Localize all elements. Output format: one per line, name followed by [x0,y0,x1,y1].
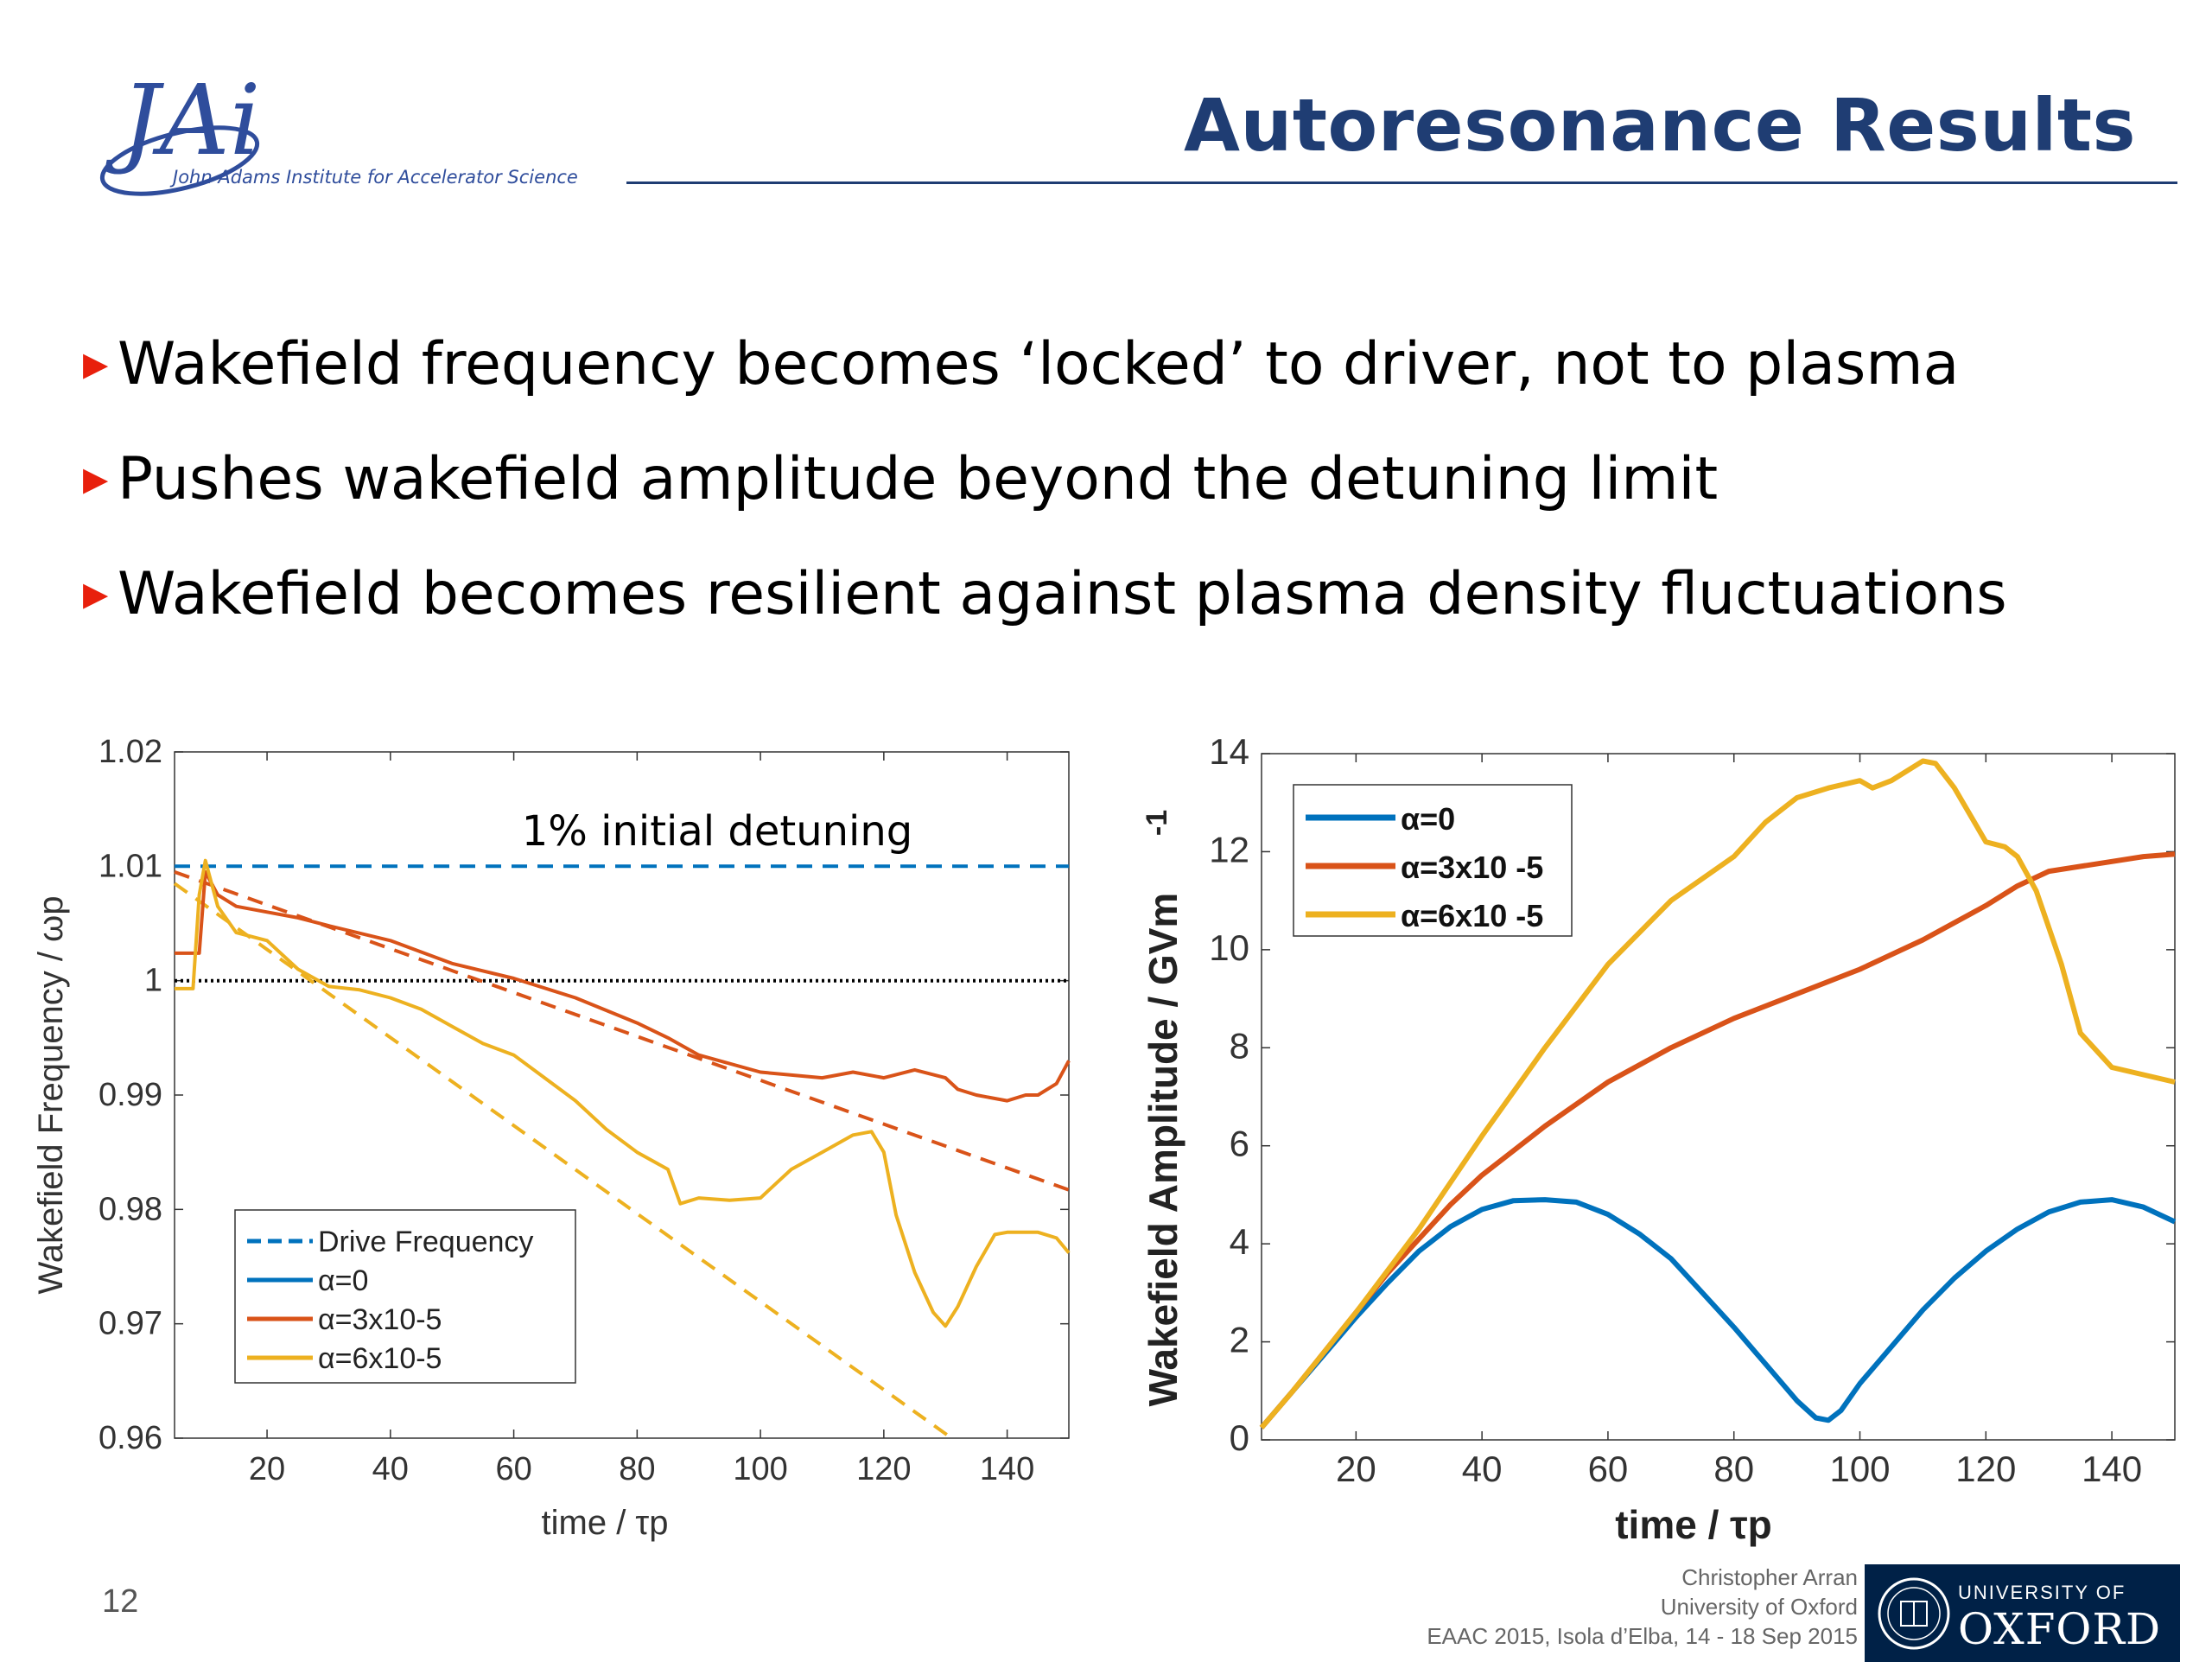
x-tick-label: 40 [372,1451,409,1487]
amplitude-chart: 20 40 60 80 100 120 140 0 2 4 6 8 10 12 14 time / τp Wak… [1141,731,2177,1547]
oxford-crest-icon [1878,1577,1950,1650]
y-tick-label: 0 [1230,1417,1249,1458]
bullet-marker-icon: ▶ [83,460,109,498]
jai-logo: JAi John Adams Institute for Accelerator… [99,74,578,196]
x-tick-label: 20 [249,1451,285,1487]
oxford-bottom-text: OXFORD [1958,1604,2162,1654]
bullet-marker-icon: ▶ [83,345,109,383]
x-tick-label: 100 [1829,1449,1890,1489]
logo-swoosh [99,125,260,196]
series-line [1259,1197,2177,1430]
bullet-item: ▶ Wakefield becomes resilient against pla… [83,537,2007,652]
legend-label: α=0 [318,1264,368,1297]
frequency-chart: 20 40 60 80 100 120 140 0.96 0.97 0.98 0.99 1 1.01 1.… [32,734,1071,1542]
y-tick-label: 0.97 [99,1306,162,1342]
y-tick-label: 14 [1209,731,1249,772]
bullet-item: ▶ Pushes wakefield amplitude beyond the d… [83,422,2007,537]
x-tick-label: 80 [619,1451,655,1487]
y-tick-label: 1.02 [99,734,162,770]
credit-line: University of Oxford [1660,1594,1858,1620]
x-tick-label: 140 [980,1451,1034,1487]
x-tick-label: 120 [856,1451,911,1487]
bullet-list: ▶ Wakefield frequency becomes ‘locked’ to… [83,307,2007,652]
y-tick-label: 1.01 [99,848,162,884]
y-tick-label: 0.99 [99,1077,162,1113]
legend-label: α=0 [1401,801,1455,837]
y-tick-label: 4 [1230,1221,1249,1262]
y-tick-label: 10 [1209,927,1249,968]
bullet-text: Pushes wakefield amplitude beyond the de… [118,445,1719,513]
y-axis-label: Wakefield Amplitude / GVm [1141,893,1185,1407]
logo-subtitle: John Adams Institute for Accelerator Sci… [169,167,578,188]
y-tick-label: 2 [1230,1320,1249,1360]
x-tick-label: 140 [2082,1449,2142,1489]
series-line [175,869,1071,1103]
y-tick-label: 0.96 [99,1420,162,1456]
x-tick-label: 20 [1336,1449,1376,1489]
legend-label: Drive Frequency [318,1226,533,1258]
x-tick-label: 60 [495,1451,531,1487]
oxford-top-text: UNIVERSITY OF [1958,1582,2126,1603]
legend-label: α=6x10-5 [318,1342,442,1375]
x-axis-label: time / τp [542,1504,669,1542]
credit-line: Christopher Arran [1681,1564,1858,1590]
bullet-text: Wakefield frequency becomes ‘locked’ to … [118,330,1960,398]
series-line [175,858,1071,1328]
legend-box [1293,784,1573,937]
y-tick-label: 6 [1230,1124,1249,1164]
detuning-annotation: 1% initial detuning [522,807,913,856]
title-rule [626,181,2177,184]
series-line [1259,758,2176,1430]
bullet-text: Wakefield becomes resilient against plas… [118,560,2007,628]
x-tick-label: 80 [1713,1449,1754,1489]
credits: Christopher Arran University of Oxford E… [1427,1563,1858,1651]
y-axis-label: Wakefield Frequency / ωp [32,895,70,1294]
oxford-logo: UNIVERSITY OF OXFORD [1865,1564,2180,1662]
legend-box [234,1209,576,1384]
x-tick-label: 60 [1588,1449,1629,1489]
credit-line: EAAC 2015, Isola d’Elba, 14 - 18 Sep 201… [1427,1623,1858,1649]
x-tick-label: 100 [733,1451,787,1487]
y-tick-label: 0.98 [99,1191,162,1227]
y-tick-label: 1 [144,963,162,999]
bullet-marker-icon: ▶ [83,575,109,613]
bullet-item: ▶ Wakefield frequency becomes ‘locked’ to… [83,307,2007,422]
y-axis-label-superscript: -1 [1141,810,1173,836]
slide-title: Autoresonance Results [1184,83,2136,168]
x-axis-label: time / τp [1615,1502,1772,1547]
legend-label: α=6x10 -5 [1401,898,1543,933]
x-tick-label: 120 [1955,1449,2016,1489]
x-tick-label: 40 [1462,1449,1503,1489]
y-tick-label: 8 [1230,1025,1249,1066]
series-line [173,882,953,1440]
y-tick-label: 12 [1209,829,1249,869]
logo-letters: JAi [105,74,261,177]
legend-label: α=3x10 -5 [1401,850,1543,885]
legend-label: α=3x10-5 [318,1303,442,1336]
slide-number: 12 [102,1583,139,1620]
